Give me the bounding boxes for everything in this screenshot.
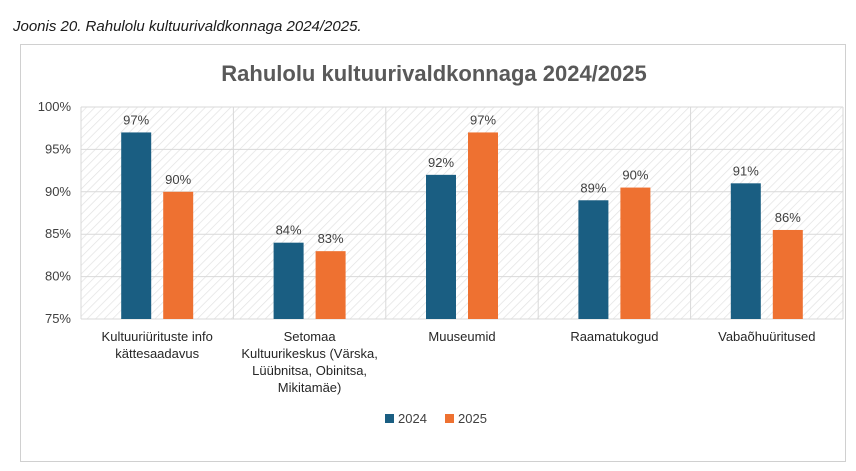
y-tick-label: 100%	[38, 99, 72, 114]
y-tick-label: 90%	[45, 184, 71, 199]
figure-caption: Joonis 20. Rahulolu kultuurivaldkonnaga …	[13, 18, 362, 35]
bar-2024	[273, 242, 304, 319]
legend-label: 2025	[458, 411, 487, 426]
bar-2025	[315, 251, 346, 319]
legend-swatch-2025	[445, 414, 454, 423]
x-tick-label: Setomaa	[284, 329, 337, 344]
y-tick-label: 85%	[45, 226, 71, 241]
plot-area-background	[81, 107, 843, 319]
bar-2024	[578, 200, 609, 319]
data-label: 89%	[580, 180, 606, 195]
x-tick-label: Mikitamäe)	[278, 380, 342, 395]
y-tick-label: 95%	[45, 141, 71, 156]
x-tick-label: Kultuuriürituste info	[102, 329, 213, 344]
data-label: 97%	[470, 112, 496, 127]
chart-container: Rahulolu kultuurivaldkonnaga 2024/2025 7…	[20, 44, 846, 462]
data-label: 90%	[622, 168, 648, 183]
x-tick-label: Kultuurikeskus (Värska,	[241, 346, 378, 361]
data-label: 83%	[318, 231, 344, 246]
bar-2025	[163, 191, 194, 319]
data-label: 92%	[428, 155, 454, 170]
y-tick-label: 75%	[45, 311, 71, 326]
bar-2024	[121, 132, 152, 319]
data-label: 90%	[165, 172, 191, 187]
data-label: 97%	[123, 112, 149, 127]
x-tick-label: Muuseumid	[428, 329, 495, 344]
x-tick-label: Raamatukogud	[570, 329, 658, 344]
bar-chart: 75% 80% 85% 90% 95% 100% 97% 90% Kultuuriüritust…	[38, 99, 844, 426]
y-tick-label: 80%	[45, 269, 71, 284]
data-label: 84%	[276, 223, 302, 238]
bar-2025	[468, 132, 498, 319]
x-tick-label: Lüübnitsa, Obinitsa,	[252, 363, 367, 378]
bar-2025	[772, 229, 803, 319]
bar-2024	[730, 183, 761, 319]
legend-label: 2024	[398, 411, 427, 426]
bar-2025	[620, 187, 651, 319]
chart-title: Rahulolu kultuurivaldkonnaga 2024/2025	[221, 61, 647, 86]
data-label: 91%	[733, 163, 759, 178]
legend-swatch-2024	[385, 414, 394, 423]
x-tick-label: Vabaõhuüritused	[718, 329, 815, 344]
bar-2024	[426, 174, 456, 319]
data-label: 86%	[775, 210, 801, 225]
x-tick-label: kättesaadavus	[115, 346, 199, 361]
